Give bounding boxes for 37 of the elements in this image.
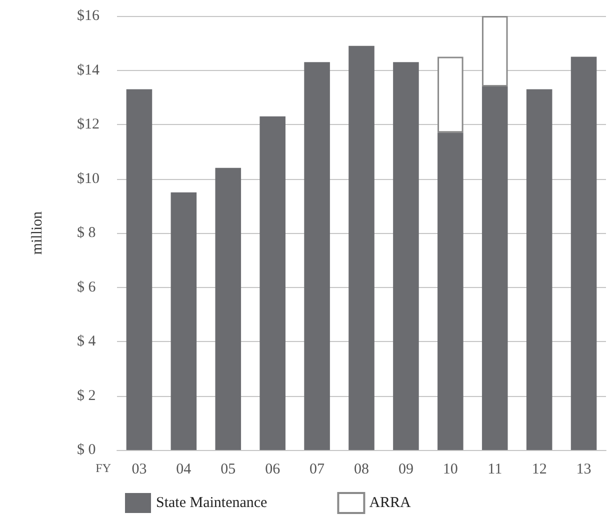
x-tick-label: 04 — [176, 462, 192, 478]
y-tick-label: $ 0 — [77, 442, 96, 458]
bar — [438, 56, 464, 133]
bar — [482, 86, 508, 450]
y-axis-title: million — [30, 210, 46, 255]
x-tick-label: 05 — [220, 462, 236, 478]
bar — [304, 62, 330, 450]
x-axis-title: FY — [96, 461, 112, 475]
bar — [260, 116, 286, 450]
y-tick-label: $14 — [77, 62, 100, 78]
bar — [526, 89, 552, 450]
x-tick-label: 11 — [488, 462, 502, 478]
bar — [170, 192, 197, 450]
x-tick-label: 07 — [310, 462, 326, 478]
bar — [348, 46, 374, 450]
bar — [126, 89, 152, 450]
bar — [393, 62, 419, 450]
bar — [482, 16, 508, 87]
y-tick-label: $ 2 — [77, 388, 96, 404]
legend-label: ARRA — [369, 495, 412, 511]
y-tick-label: $10 — [77, 170, 100, 187]
x-tick-label: 08 — [354, 462, 369, 478]
y-tick-label: $ 8 — [77, 225, 96, 241]
y-tick-label: $ 4 — [77, 334, 96, 350]
y-tick-label: $12 — [77, 116, 100, 132]
x-tick-label: 03 — [132, 462, 147, 478]
legend-label: State Maintenance — [156, 495, 268, 511]
x-tick-label: 09 — [398, 462, 414, 478]
x-tick-label: 10 — [442, 462, 458, 478]
bar — [570, 56, 597, 450]
x-tick-label: 13 — [576, 462, 592, 478]
x-tick-label: 12 — [532, 462, 547, 478]
bar — [215, 168, 242, 450]
y-tick-label: $ 6 — [77, 279, 96, 296]
y-tick-label: $16 — [77, 8, 100, 24]
x-tick-label: 06 — [265, 462, 281, 478]
bar — [438, 132, 464, 450]
